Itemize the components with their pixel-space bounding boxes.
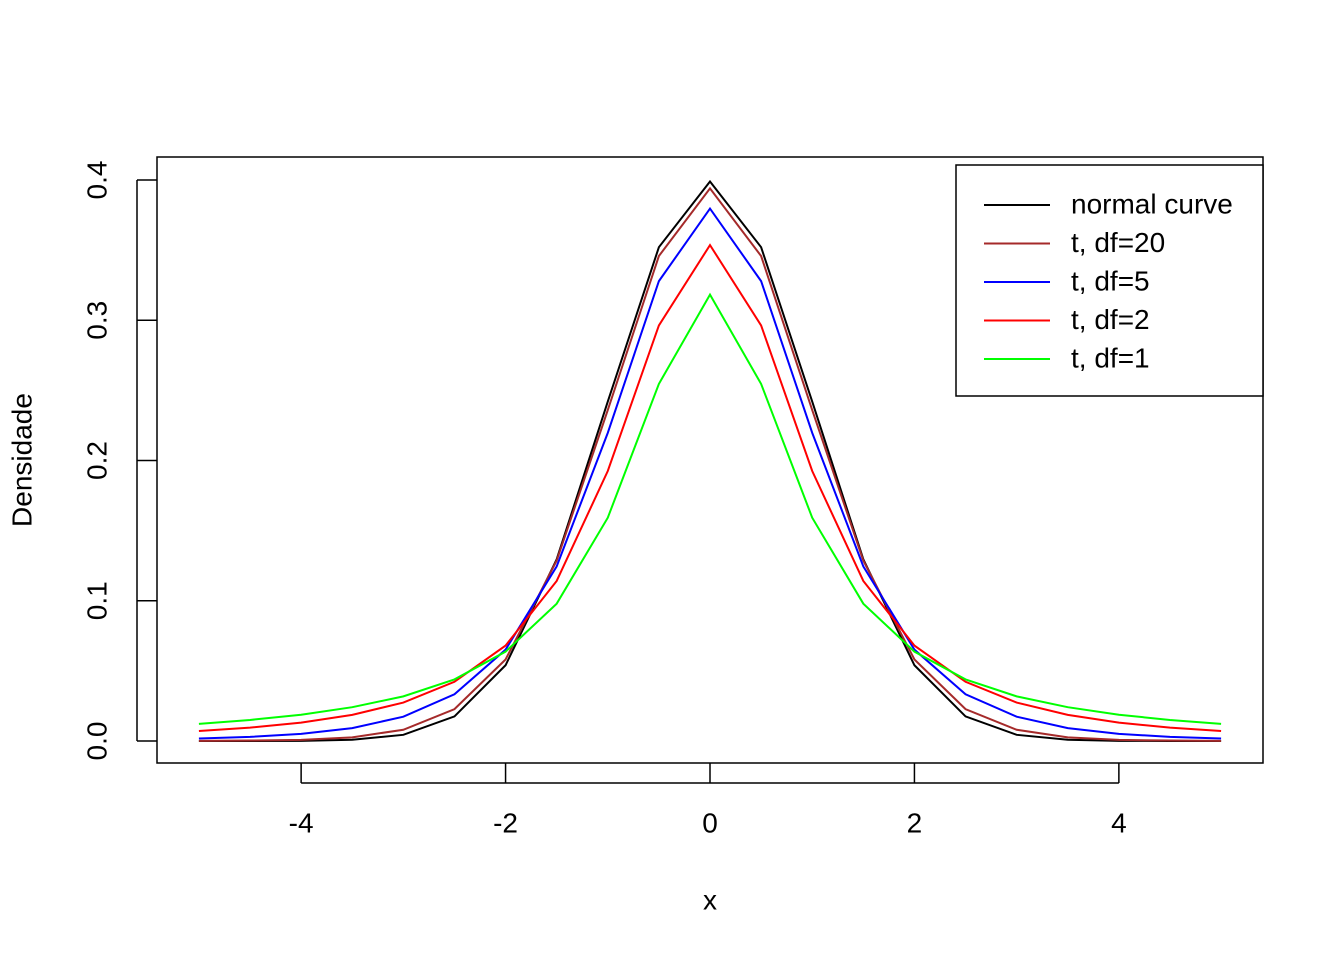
x-tick-label: -2 [493, 807, 518, 838]
x-tick-label: 4 [1111, 807, 1127, 838]
y-tick-label: 0.4 [81, 161, 112, 200]
series-line [198, 292, 1222, 725]
y-tick-label: 0.0 [81, 722, 112, 761]
x-tick-label: 2 [907, 807, 923, 838]
legend-box [955, 164, 1264, 397]
legend-label: t, df=2 [1071, 304, 1150, 335]
legend-label: t, df=1 [1071, 342, 1150, 373]
y-axis-label: Densidade [6, 393, 37, 527]
series-line [198, 179, 1222, 742]
legend-label: normal curve [1071, 188, 1233, 219]
legend-label: t, df=20 [1071, 227, 1165, 258]
x-tick-label: -4 [289, 807, 314, 838]
legend-label: t, df=5 [1071, 265, 1150, 296]
x-axis-label: x [703, 884, 717, 915]
series-line [198, 206, 1222, 740]
y-tick-label: 0.1 [81, 581, 112, 620]
x-tick-label: 0 [702, 807, 718, 838]
series-line [198, 186, 1222, 742]
y-tick-label: 0.3 [81, 301, 112, 340]
series-line [198, 243, 1222, 733]
y-tick-label: 0.2 [81, 441, 112, 480]
